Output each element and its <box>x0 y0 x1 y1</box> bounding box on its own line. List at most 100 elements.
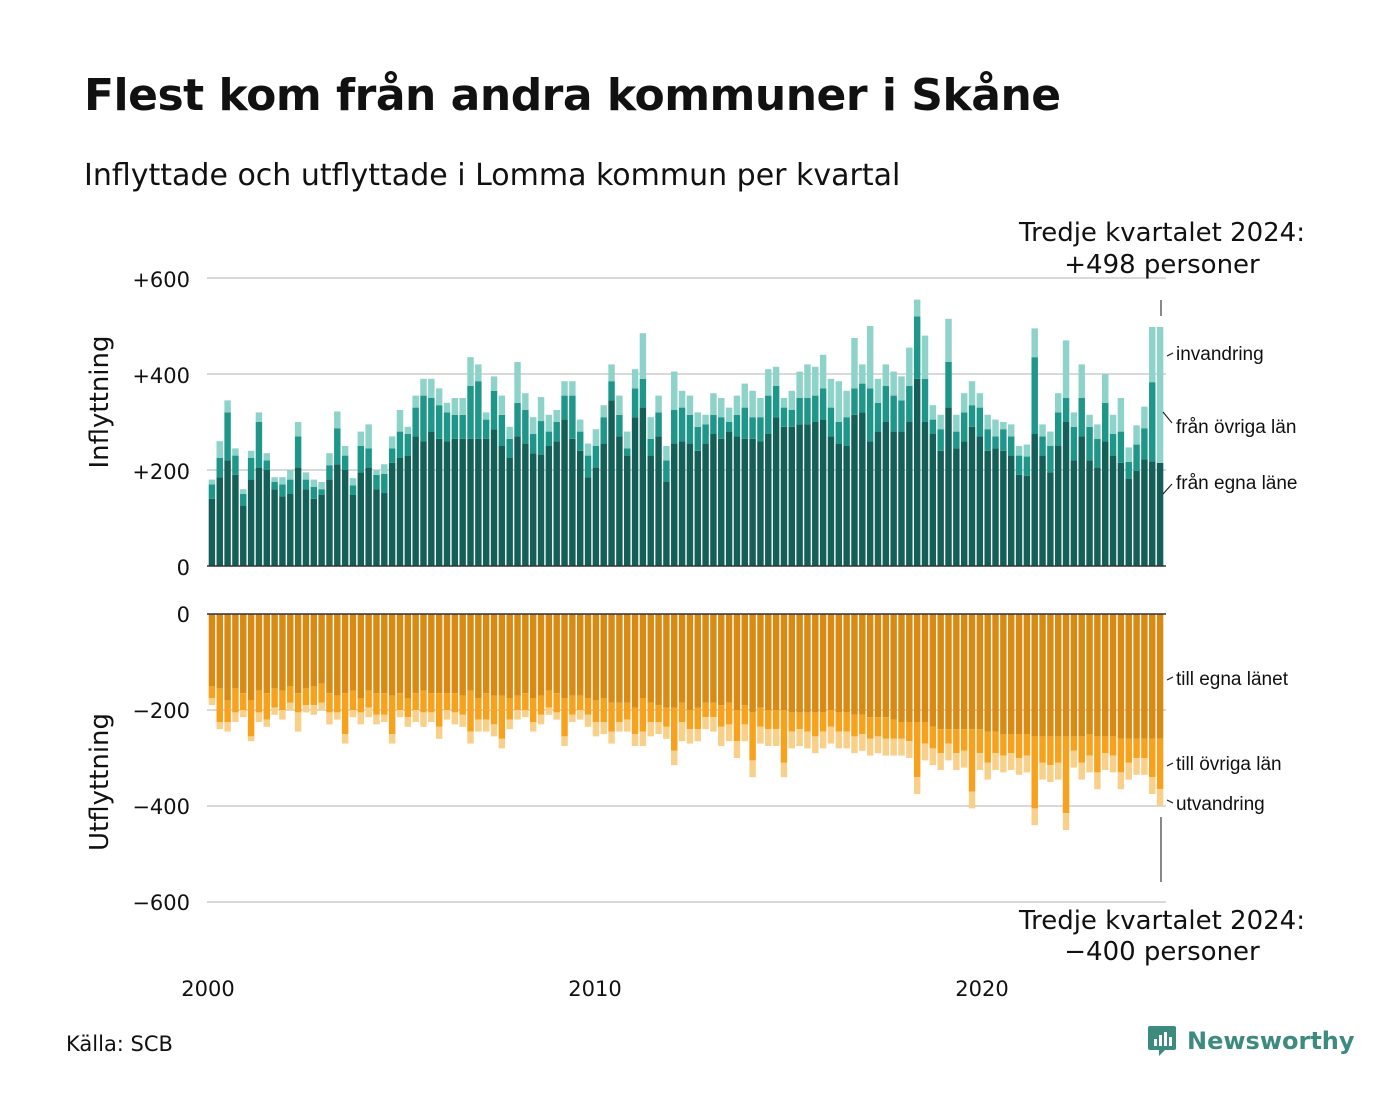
newsworthy-icon <box>1148 1026 1176 1056</box>
bar-in-1-58 <box>663 460 670 482</box>
bar-out-2-60 <box>678 722 686 742</box>
bar-out-0-75 <box>796 614 803 713</box>
bar-in-0-95 <box>953 448 960 566</box>
bar-out-2-86 <box>882 738 890 756</box>
bar-in-1-60 <box>678 407 686 442</box>
bar-in-2-90 <box>913 299 921 317</box>
bar-in-1-55 <box>639 378 647 408</box>
bar-out-1-50 <box>600 698 607 722</box>
bar-out-0-56 <box>647 614 654 703</box>
bar-in-1-40 <box>522 410 529 444</box>
bar-out-1-100 <box>992 731 999 754</box>
bar-out-1-103 <box>1015 734 1023 758</box>
bar-in-1-66 <box>725 422 733 432</box>
bar-out-0-103 <box>1015 614 1023 734</box>
bar-in-1-20 <box>365 448 372 468</box>
bar-in-2-44 <box>553 410 560 422</box>
utflyttning-bars <box>208 614 1164 830</box>
bar-in-1-52 <box>616 414 623 437</box>
bar-in-1-46 <box>569 395 576 439</box>
bar-in-1-114 <box>1102 402 1109 442</box>
bar-in-0-100 <box>992 448 999 566</box>
bar-out-1-81 <box>843 712 850 732</box>
bar-in-2-65 <box>718 398 725 418</box>
bar-out-0-110 <box>1070 614 1078 737</box>
bar-in-0-45 <box>561 419 568 566</box>
bar-in-1-110 <box>1070 426 1078 461</box>
bar-out-0-12 <box>302 614 310 689</box>
bar-in-0-90 <box>913 378 921 566</box>
bar-in-2-74 <box>788 390 796 410</box>
bar-in-2-71 <box>765 369 772 396</box>
bar-in-2-22 <box>381 464 388 474</box>
bar-out-0-95 <box>953 614 960 730</box>
bar-out-1-106 <box>1039 736 1046 763</box>
bar-in-2-106 <box>1039 424 1046 437</box>
bar-out-0-100 <box>992 614 999 732</box>
bar-in-1-23 <box>388 448 396 463</box>
bar-in-1-116 <box>1117 431 1125 463</box>
bar-out-2-9 <box>279 710 286 720</box>
bar-in-2-116 <box>1117 398 1125 432</box>
bar-in-2-7 <box>263 453 270 461</box>
bar-out-2-115 <box>1109 755 1117 773</box>
bar-out-2-48 <box>584 714 592 727</box>
bar-out-2-104 <box>1023 755 1031 773</box>
bar-out-1-80 <box>835 712 843 732</box>
bar-in-2-12 <box>302 472 310 480</box>
bar-in-2-10 <box>287 470 294 480</box>
bar-in-0-51 <box>608 400 615 566</box>
bar-in-2-33 <box>467 357 474 386</box>
bar-in-1-94 <box>945 362 952 408</box>
newsworthy-logo[interactable]: Newsworthy <box>1147 1024 1355 1058</box>
bar-out-0-34 <box>475 614 482 698</box>
bar-in-1-83 <box>859 383 866 413</box>
annotation-top-line1: Tredje kvartalet 2024: <box>1018 218 1305 248</box>
bar-in-1-56 <box>647 438 654 456</box>
bar-out-2-55 <box>639 731 647 746</box>
bar-out-0-17 <box>341 614 349 694</box>
bar-in-1-54 <box>631 388 639 418</box>
bar-out-0-45 <box>561 614 568 698</box>
bar-out-0-67 <box>733 614 741 710</box>
bar-in-1-103 <box>1015 455 1023 475</box>
bar-in-0-79 <box>827 436 835 566</box>
bar-in-1-19 <box>357 446 365 473</box>
bar-out-0-22 <box>381 614 388 694</box>
bar-in-2-115 <box>1109 414 1117 434</box>
bar-in-0-114 <box>1102 441 1109 566</box>
bar-out-0-112 <box>1086 614 1093 734</box>
bar-out-0-114 <box>1102 614 1109 737</box>
bar-in-0-107 <box>1047 472 1054 566</box>
bar-out-2-117 <box>1125 762 1132 780</box>
bar-out-1-69 <box>749 712 756 761</box>
bar-in-0-43 <box>545 446 553 566</box>
bar-out-1-33 <box>467 690 474 732</box>
bar-out-1-104 <box>1023 734 1031 756</box>
bar-out-2-28 <box>428 712 435 722</box>
bar-out-0-13 <box>310 614 318 686</box>
bar-out-1-12 <box>302 688 310 706</box>
bar-in-0-89 <box>906 422 913 566</box>
bar-in-1-120 <box>1149 382 1156 462</box>
bar-out-0-8 <box>271 614 278 689</box>
bar-out-1-121 <box>1156 738 1164 790</box>
bar-out-0-79 <box>827 614 835 710</box>
bar-out-0-19 <box>357 614 365 698</box>
bar-out-1-117 <box>1125 738 1132 763</box>
bar-in-1-25 <box>404 434 412 456</box>
bar-out-1-46 <box>569 695 576 715</box>
bar-out-2-99 <box>984 762 991 780</box>
bar-out-1-113 <box>1094 736 1101 773</box>
bar-out-0-93 <box>937 614 944 730</box>
bar-out-2-39 <box>514 710 521 720</box>
bar-in-2-56 <box>647 417 654 439</box>
bar-in-1-10 <box>287 479 294 494</box>
bar-out-2-47 <box>576 710 584 720</box>
bar-out-2-85 <box>874 736 882 754</box>
bar-out-1-62 <box>694 707 701 730</box>
bar-out-1-25 <box>404 698 412 718</box>
bar-in-2-40 <box>522 393 529 410</box>
bar-in-1-38 <box>506 438 513 458</box>
bar-in-2-18 <box>349 478 357 486</box>
